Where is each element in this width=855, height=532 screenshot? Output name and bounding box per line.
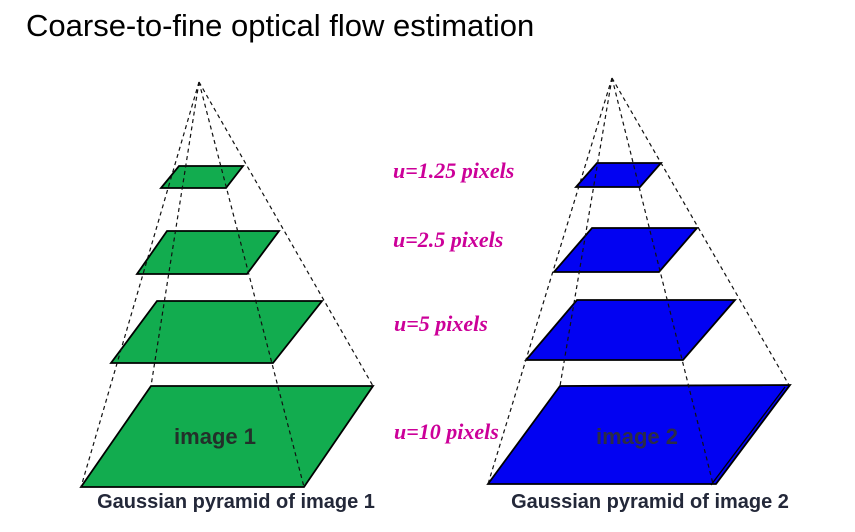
image-2-label: image 2 [596,424,678,449]
left-pyramid-caption: Gaussian pyramid of image 1 [97,491,375,513]
shift-label-u1: u=1.25 pixels [393,158,515,183]
right-pyramid-level-1 [574,162,663,188]
right-pyramid-level-2 [552,227,699,273]
right-pyramid [486,77,792,486]
left-pyramid-level-4 [79,385,375,488]
shift-label-u4: u=10 pixels [394,419,499,444]
right-pyramid-level-3 [524,299,737,361]
left-pyramid-projection-lines [80,81,374,488]
left-pyramid [79,81,375,488]
slide-title: Coarse-to-fine optical flow estimation [26,8,535,43]
shift-label-u2: u=2.5 pixels [393,227,504,252]
left-pyramid-level-2 [135,230,281,275]
right-pyramid-level-4-shift-edge [710,386,786,486]
right-pyramid-caption: Gaussian pyramid of image 2 [511,491,789,513]
right-pyramid-level-4 [486,384,792,485]
image-1-label: image 1 [174,424,256,449]
left-pyramid-level-3 [109,300,324,364]
shift-label-u3: u=5 pixels [394,311,488,336]
right-pyramid-projection-lines [487,77,790,485]
